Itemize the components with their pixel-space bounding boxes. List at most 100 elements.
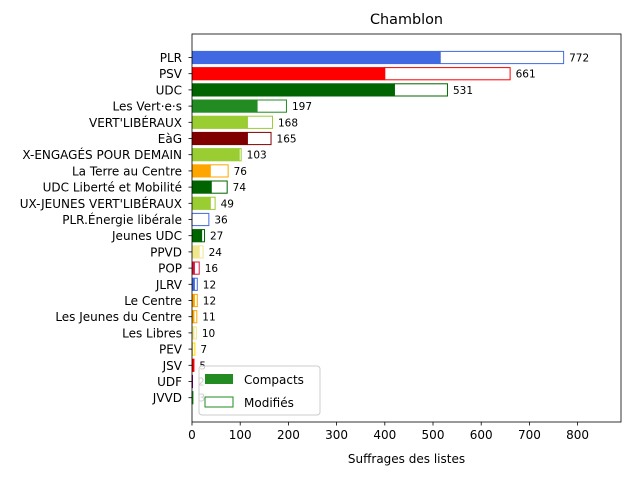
bar-modifies [193,310,198,324]
x-tick-label: 800 [566,428,589,442]
category-label: PPVD [150,245,182,259]
bar-modifies [193,277,198,291]
bar-modifies [393,83,448,97]
bar-compacts [192,196,211,210]
category-label: PLR [160,51,182,65]
bar-modifies [192,358,195,372]
category-label: UX-JEUNES VERT'LIBÉRAUX [20,196,182,211]
plot-frame [191,33,622,423]
bar-modifies [193,326,197,340]
bars-layer [191,50,565,405]
bar-modifies [193,293,198,308]
category-label: PLR.Énergie libérale [62,212,182,227]
bar-modifies [193,261,200,275]
x-tick-label: 500 [422,428,445,442]
legend-swatch-compacts [205,374,233,384]
value-label: 165 [277,134,297,146]
bar-modifies [191,342,196,356]
bar-compacts [192,99,258,113]
legend: Compacts Modifiés [198,365,321,416]
category-label: Jeunes UDC [111,229,182,243]
x-tick-label: 600 [470,428,493,442]
category-label: Les Jeunes du Centre [55,310,182,324]
bar-modifies [384,67,511,81]
bar-modifies [439,50,565,65]
bar-compacts [192,83,395,97]
bar-modifies [198,245,204,259]
category-label: La Terre au Centre [72,164,182,178]
bar-compacts [192,50,441,65]
value-label: 10 [202,328,215,340]
value-label: 197 [292,101,312,113]
value-label: 772 [569,53,589,65]
x-tick-label: 400 [373,428,396,442]
bar-compacts [192,293,195,308]
value-labels: 772 661 531 197 168 165 103 76 74 49 36 27 24 16 12 12 1… [198,53,589,405]
bar-compacts [192,358,194,372]
bar-modifies [238,148,242,162]
category-label: POP [158,262,182,276]
category-label: PSV [159,67,183,81]
category-label: Les Libres [122,326,182,340]
x-axis-label: Suffrages des listes [348,452,465,466]
x-axis: 0 100 200 300 400 500 600 700 800 [188,422,589,442]
chart-title: Chamblon [370,12,443,28]
bar-modifies [210,180,228,194]
bar-compacts [192,115,248,129]
value-label: 49 [221,198,234,210]
bar-modifies [246,115,273,129]
category-label: JSV [162,359,183,373]
x-tick-label: 700 [518,428,541,442]
value-label: 661 [516,69,536,81]
value-label: 74 [233,182,247,194]
category-label: JVVD [152,391,182,405]
bar-modifies [256,99,287,113]
value-label: 24 [209,247,223,259]
bar-modifies [201,229,206,243]
bar-compacts [192,229,202,243]
category-label: JLRV [155,278,183,292]
value-label: 7 [200,344,207,356]
value-label: 531 [453,85,473,97]
value-label: 36 [214,215,228,227]
value-label: 12 [203,296,216,308]
bar-compacts [192,310,194,324]
legend-swatch-modifies [204,396,234,408]
category-label: Le Centre [124,294,182,308]
bar-compacts [192,180,212,194]
bar-compacts [192,131,248,146]
category-label: EàG [158,132,182,146]
legend-label-modifies: Modifiés [244,396,294,410]
category-label: Les Vert·e·s [113,100,183,114]
category-label: UDC [156,83,182,97]
bar-compacts [192,164,211,178]
x-tick-label: 200 [277,428,300,442]
bar-compacts [192,148,240,162]
category-label: UDF [157,375,182,389]
bar-modifies [209,196,216,210]
value-label: 27 [210,231,223,243]
bar-modifies [246,131,272,146]
x-tick-label: 0 [188,428,196,442]
value-label: 16 [205,263,219,275]
bar-compacts [192,326,194,340]
bar-compacts [192,67,385,81]
x-tick-label: 300 [325,428,348,442]
category-label: VERT'LIBÉRAUX [89,115,182,130]
bar-compacts [192,245,200,259]
value-label: 76 [234,166,248,178]
category-label: UDC Liberté et Mobilité [43,181,182,195]
legend-label-compacts: Compacts [244,373,304,387]
x-tick-label: 100 [229,428,252,442]
bar-compacts [192,277,195,291]
value-label: 168 [278,117,298,129]
bar-modifies [209,164,229,178]
category-label: PEV [159,343,183,357]
bar-compacts [192,261,195,275]
value-label: 11 [202,312,215,324]
category-label: X-ENGAGÉS POUR DEMAIN [22,147,182,162]
bar-modifies [191,212,210,227]
value-label: 12 [203,279,216,291]
